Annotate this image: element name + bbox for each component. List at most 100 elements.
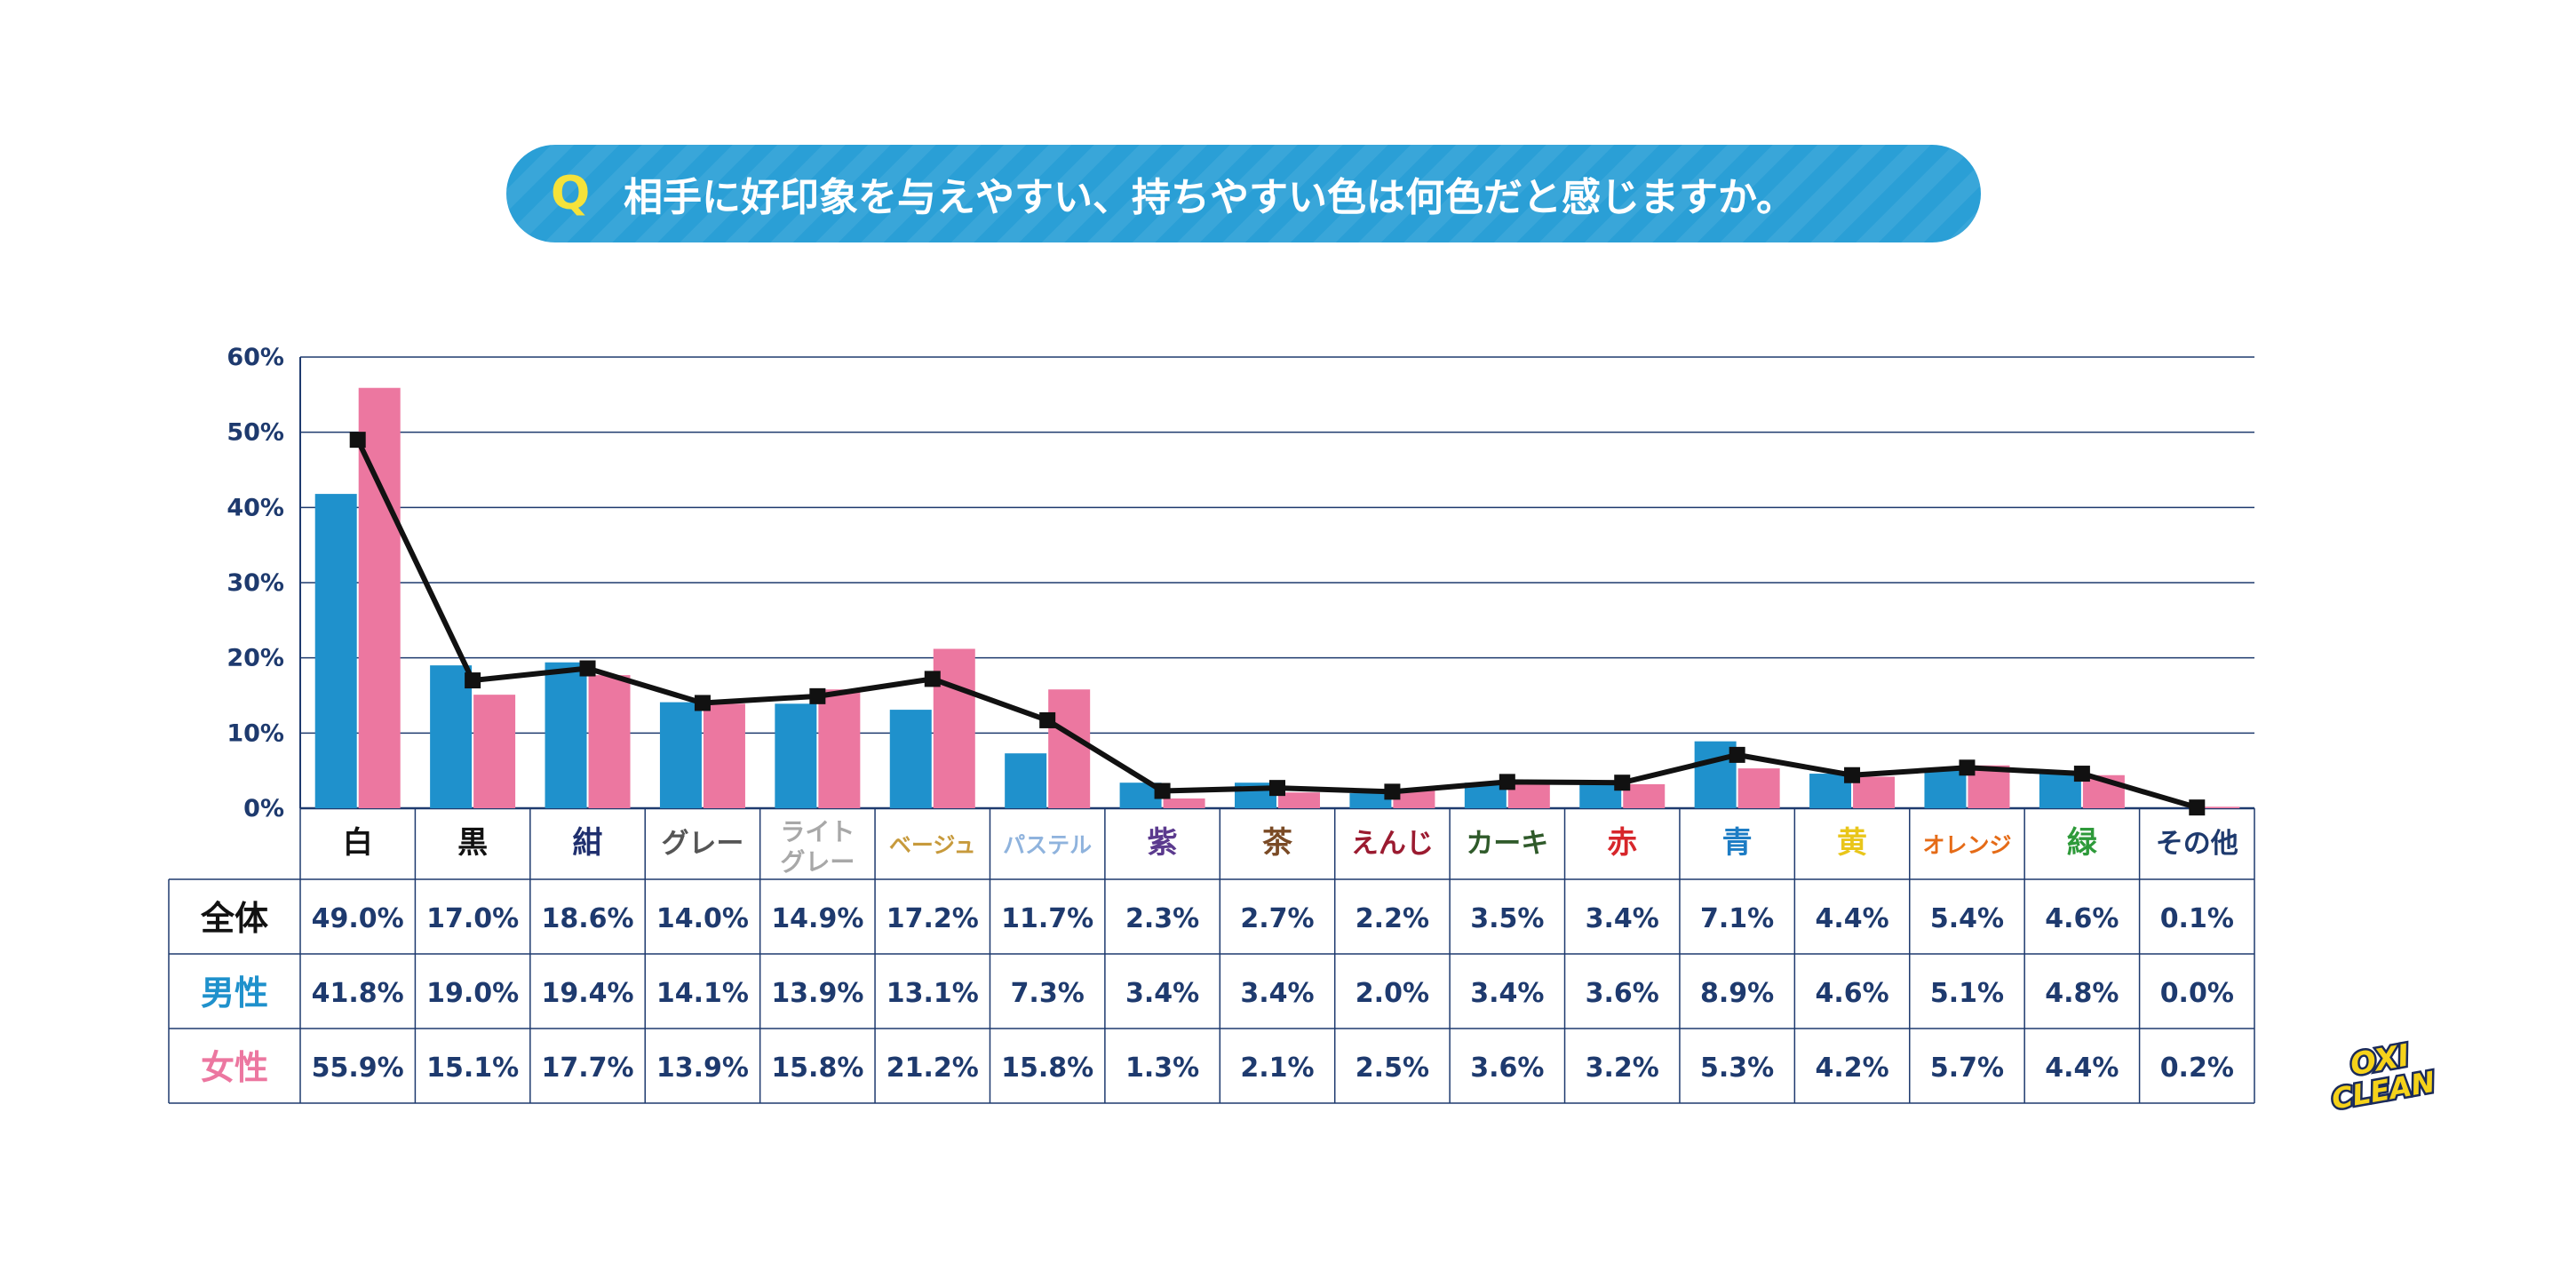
- table-cell-value: 5.4%: [1930, 903, 2004, 934]
- table-cell-value: 49.0%: [312, 903, 404, 934]
- marker-overall: [2073, 766, 2090, 782]
- y-tick-label: 60%: [227, 344, 284, 371]
- row-header: 女性: [201, 1048, 268, 1087]
- table-cell-value: 5.3%: [1700, 1053, 1774, 1084]
- marker-overall: [1154, 782, 1171, 799]
- y-tick-label: 40%: [227, 494, 284, 521]
- marker-overall: [1844, 767, 1861, 783]
- category-label: ライト: [780, 817, 855, 846]
- table-cell-value: 1.3%: [1125, 1053, 1199, 1084]
- table-cell-value: 15.8%: [771, 1053, 863, 1084]
- bar-female: [818, 689, 861, 808]
- table-cell-value: 7.3%: [1011, 978, 1085, 1009]
- question-text: 相手に好印象を与えやすい、持ちやすい色は何色だと感じますか。: [624, 175, 1796, 220]
- category-label: 紺: [573, 825, 603, 861]
- table-cell-value: 4.4%: [2045, 1053, 2119, 1084]
- category-label: グレー: [661, 828, 743, 860]
- category-label: えんじ: [1351, 828, 1434, 860]
- bar-male: [1349, 793, 1392, 808]
- category-label: 緑: [2067, 825, 2098, 861]
- table-cell-value: 18.6%: [541, 903, 633, 934]
- table-cell-value: 2.3%: [1125, 903, 1199, 934]
- category-label: グレー: [780, 847, 855, 877]
- line-overall: [354, 438, 2198, 811]
- table-cell-value: 0.1%: [2160, 903, 2234, 934]
- bar-female: [1737, 768, 1780, 808]
- table-cell-value: 55.9%: [312, 1053, 404, 1084]
- category-label: ベージュ: [889, 832, 976, 858]
- table-cell-value: 4.6%: [1815, 978, 1888, 1009]
- table-cell-value: 0.0%: [2160, 978, 2234, 1009]
- table-cell-value: 3.6%: [1586, 978, 1659, 1009]
- marker-overall: [2189, 799, 2206, 816]
- category-label: オレンジ: [1922, 832, 2011, 858]
- category-label: パステル: [1003, 832, 1092, 858]
- table-cell-value: 3.5%: [1470, 903, 1544, 934]
- table-cell-value: 15.1%: [426, 1053, 519, 1084]
- table-cell-value: 17.7%: [541, 1053, 633, 1084]
- bar-female: [1393, 789, 1435, 808]
- oxiclean-logo: OXI CLEAN: [2327, 1036, 2440, 1115]
- table-cell-value: 3.6%: [1470, 1053, 1544, 1084]
- table-cell-value: 5.7%: [1930, 1053, 2004, 1084]
- category-label: 白: [343, 825, 373, 861]
- category-label: 黄: [1837, 825, 1867, 861]
- table-cell-value: 7.1%: [1700, 903, 1774, 934]
- table-cell-value: 3.4%: [1470, 978, 1544, 1009]
- category-label: 茶: [1262, 825, 1293, 861]
- table-cell-value: 13.1%: [886, 978, 979, 1009]
- bar-female: [473, 695, 516, 808]
- table-cell-value: 13.9%: [656, 1053, 749, 1084]
- table-cell-value: 13.9%: [771, 978, 863, 1009]
- table-cell-value: 11.7%: [1001, 903, 1093, 934]
- table-cell-value: 4.4%: [1815, 903, 1888, 934]
- marker-overall: [349, 432, 366, 449]
- marker-overall: [465, 672, 481, 689]
- bar-female: [1278, 792, 1320, 808]
- bar-male: [775, 703, 817, 808]
- table-cell-value: 19.4%: [541, 978, 633, 1009]
- table-cell-value: 17.0%: [426, 903, 519, 934]
- marker-overall: [1959, 759, 1976, 776]
- category-label: 青: [1722, 825, 1753, 861]
- table-cell-value: 2.0%: [1356, 978, 1429, 1009]
- table-cell-value: 14.1%: [656, 978, 749, 1009]
- marker-overall: [809, 687, 826, 704]
- marker-overall: [1269, 780, 1285, 797]
- table-cell-value: 4.8%: [2045, 978, 2119, 1009]
- table-cell-value: 2.1%: [1240, 1053, 1314, 1084]
- table-cell-value: 2.2%: [1356, 903, 1429, 934]
- category-label: 紫: [1148, 825, 1178, 861]
- bar-male: [314, 494, 357, 808]
- marker-overall: [924, 671, 941, 687]
- marker-overall: [1729, 746, 1745, 763]
- table-cell-value: 15.8%: [1001, 1053, 1093, 1084]
- category-label: その他: [2156, 828, 2238, 860]
- marker-overall: [694, 695, 711, 711]
- table-cell-value: 3.4%: [1240, 978, 1314, 1009]
- table-cell-value: 21.2%: [886, 1053, 979, 1084]
- table-cell-value: 2.7%: [1240, 903, 1314, 934]
- row-header: 男性: [201, 973, 268, 1013]
- bar-male: [659, 702, 702, 808]
- marker-overall: [1614, 775, 1631, 791]
- table-cell-value: 2.5%: [1356, 1053, 1429, 1084]
- marker-overall: [1499, 774, 1515, 790]
- y-tick-label: 30%: [227, 569, 284, 597]
- question-banner: Q 相手に好印象を与えやすい、持ちやすい色は何色だと感じますか。: [506, 145, 1981, 242]
- table-cell-value: 4.2%: [1815, 1053, 1888, 1084]
- bar-male: [430, 665, 473, 808]
- table-cell-value: 14.0%: [656, 903, 749, 934]
- category-label: 黒: [457, 825, 488, 861]
- table-cell-value: 4.6%: [2045, 903, 2119, 934]
- question-mark: Q: [551, 167, 591, 220]
- table-cell-value: 5.1%: [1930, 978, 2004, 1009]
- bar-male: [1924, 769, 1967, 808]
- bar-female: [703, 703, 745, 808]
- bar-male: [1005, 753, 1047, 808]
- bar-female: [2198, 806, 2240, 808]
- table-cell-value: 3.4%: [1586, 903, 1659, 934]
- marker-overall: [579, 660, 596, 677]
- marker-overall: [1039, 711, 1056, 728]
- table-cell-value: 3.2%: [1586, 1053, 1659, 1084]
